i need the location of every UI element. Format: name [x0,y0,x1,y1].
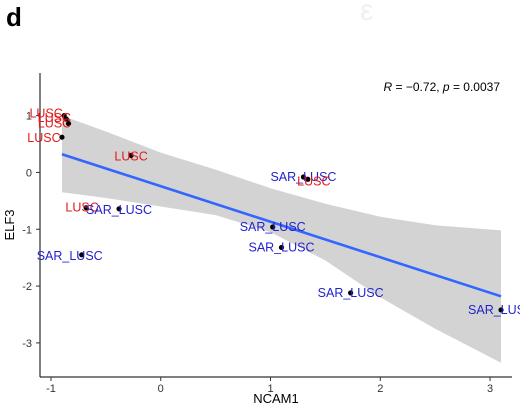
data-point [498,307,504,313]
regression-line [61,153,502,298]
y-tick-label: 1 [26,111,32,123]
data-point [305,176,311,182]
data-point [63,116,69,122]
data-point [270,224,276,230]
point-label: LUSC [114,149,147,163]
data-point [116,206,122,212]
y-tick-label: -3 [22,338,32,350]
point-label: SAR_LUSC [37,249,103,263]
y-tick-label: -1 [22,224,32,236]
point-label: SAR_LUSC [240,220,306,234]
confidence-band [62,115,501,363]
data-point [59,134,65,140]
point-label: LUSC [29,107,62,121]
y-tick-label: 0 [26,167,32,179]
point-label: LUSC [65,201,98,215]
point-label: SAR_LUSC [468,303,520,317]
point-label: SAR_LUSC [270,170,336,184]
data-point [65,120,72,127]
point-label: SAR_LUSC [86,203,152,217]
data-point [348,290,354,296]
data-point [300,174,307,180]
x-tick-label: 1 [267,383,273,395]
data-point [83,205,89,211]
data-point [278,244,285,251]
x-axis-title: NCAM1 [253,391,299,406]
x-tick-label: 2 [377,383,383,395]
data-point [79,252,85,258]
x-tick-label: -1 [46,383,56,395]
y-axis-title: ELF3 [2,209,17,240]
point-label: LUSC [38,111,71,125]
y-tick-label: -2 [22,281,32,293]
x-tick-label: 0 [158,383,164,395]
watermark: ε [360,0,374,27]
data-point [128,152,134,158]
x-tick-label: 3 [487,383,493,395]
point-label: LUSC [38,117,71,131]
point-label: LUSC [27,131,60,145]
point-label: LUSC [297,174,330,188]
point-label: SAR_LUSC [248,240,314,254]
point-label: SAR_LUSC [318,286,384,300]
stat-annotation: R = −0.72, p = 0.0037 [384,80,501,94]
panel-label: d [6,2,22,32]
